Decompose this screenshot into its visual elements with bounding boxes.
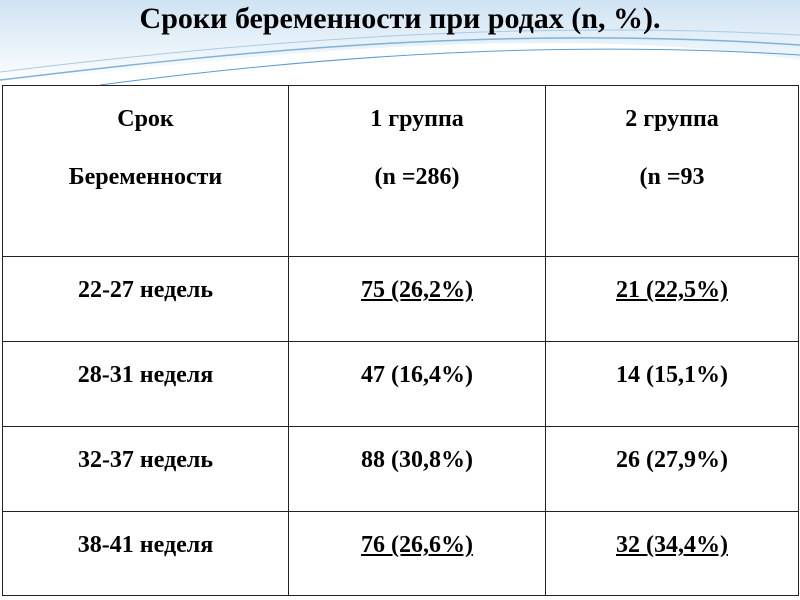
header-text: (n =286) xyxy=(374,164,460,190)
cell: 47 (16,4%) xyxy=(288,341,546,427)
cell: 22-27 недель xyxy=(2,256,289,342)
header-text: (n =93 xyxy=(639,164,705,190)
table-row: 32-37 недель 88 (30,8%) 26 (27,9%) xyxy=(2,426,799,512)
table-row: 38-41 неделя 76 (26,6%) 32 (34,4%) xyxy=(2,511,799,596)
header-text: Беременности xyxy=(68,164,223,190)
cell: 32-37 недель xyxy=(2,426,289,512)
header-row: Срок Беременности 1 группа (n =286) 2 груп… xyxy=(2,85,799,257)
header-cell: 2 группа (n =93 xyxy=(545,85,799,257)
header-cell: 1 группа (n =286) xyxy=(288,85,546,257)
header-cell: Срок Беременности xyxy=(2,85,289,257)
cell: 88 (30,8%) xyxy=(288,426,546,512)
cell: 28-31 неделя xyxy=(2,341,289,427)
header-decoration xyxy=(0,0,800,86)
header-text: 2 группа xyxy=(625,106,719,132)
cell: 14 (15,1%) xyxy=(545,341,799,427)
header-text: Срок xyxy=(117,106,174,132)
cell: 26 (27,9%) xyxy=(545,426,799,512)
cell: 21 (22,5%) xyxy=(545,256,799,342)
header-text: 1 группа xyxy=(370,106,464,132)
cell: 38-41 неделя xyxy=(2,511,289,596)
cell: 76 (26,6%) xyxy=(288,511,546,596)
slide-title: Сроки беременности при родах (n, %). xyxy=(139,2,661,35)
table-row: 22-27 недель 75 (26,2%) 21 (22,5%) xyxy=(2,256,799,342)
table-row: 28-31 неделя 47 (16,4%) 14 (15,1%) xyxy=(2,341,799,427)
data-table: Срок Беременности 1 группа (n =286) 2 груп… xyxy=(2,85,799,596)
cell: 32 (34,4%) xyxy=(545,511,799,596)
cell: 75 (26,2%) xyxy=(288,256,546,342)
